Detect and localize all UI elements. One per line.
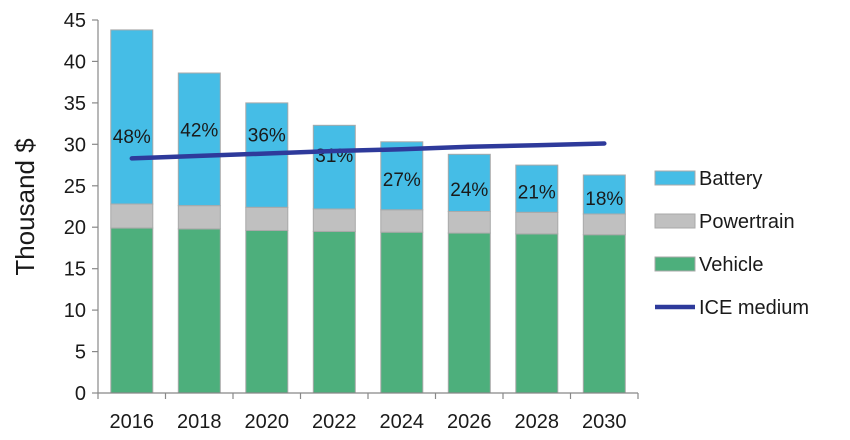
bar-battery-2022	[312, 124, 356, 210]
ice-medium-line	[129, 141, 607, 161]
bar-vehicle-2026	[447, 232, 491, 394]
ice-line-layer	[129, 141, 607, 161]
x-tick-label-2024: 2024	[380, 411, 425, 433]
y-tick-label-40: 40	[64, 51, 86, 73]
bar-vehicle-2018	[177, 228, 221, 394]
y-tick-label-0: 0	[75, 383, 86, 405]
battery-share-label-2028: 21%	[518, 183, 556, 204]
y-axis-label: Thousand $	[10, 138, 40, 276]
legend-label-battery: Battery	[699, 168, 762, 190]
legend: Battery Powertrain Vehicle ICE medium	[654, 168, 809, 319]
bar-battery-2016	[110, 29, 154, 205]
x-tick-label-2016: 2016	[110, 411, 155, 433]
x-tick-label-2030: 2030	[582, 411, 627, 433]
battery-share-label-2018: 42%	[180, 120, 218, 141]
x-tick-label-2028: 2028	[515, 411, 560, 433]
bar-vehicle-2020	[245, 230, 289, 394]
legend-label-ice-medium: ICE medium	[699, 297, 809, 319]
bar-battery-2026	[447, 153, 491, 213]
bar-percent-labels: 48% 42% 36%31%27% 24% 21% 18%	[113, 120, 624, 210]
battery-share-label-2016: 48%	[113, 127, 151, 148]
bar-vehicle-2016	[110, 227, 154, 394]
battery-share-label-2020: 36%	[248, 125, 286, 146]
bar-battery-2024	[380, 141, 424, 211]
bar-powertrain-2028	[515, 211, 559, 235]
y-tick-label-20: 20	[64, 217, 86, 239]
legend-swatch-vehicle	[654, 256, 696, 272]
x-tick-label-2020: 2020	[245, 411, 290, 433]
battery-share-label-2026: 24%	[450, 180, 488, 201]
y-tick-label-15: 15	[64, 259, 86, 281]
bar-powertrain-2026	[447, 211, 491, 234]
bars-layer	[110, 29, 626, 394]
bar-battery-2028	[515, 164, 559, 213]
x-tick-label-2026: 2026	[447, 411, 492, 433]
bar-vehicle-2030	[582, 234, 626, 394]
y-tick-label-10: 10	[64, 300, 86, 322]
y-tick-label-5: 5	[75, 342, 86, 364]
bar-powertrain-2018	[177, 205, 221, 230]
bar-powertrain-2020	[245, 206, 289, 232]
y-tick-label-30: 30	[64, 134, 86, 156]
bar-powertrain-2024	[380, 209, 424, 233]
y-tick-label-35: 35	[64, 93, 86, 115]
legend-label-vehicle: Vehicle	[699, 254, 764, 276]
bar-vehicle-2024	[380, 231, 424, 394]
legend-swatch-battery	[654, 170, 696, 186]
legend-label-powertrain: Powertrain	[699, 211, 795, 233]
axes: 0 5 10 15 20 25 30 35 40 45 2016 2018 2020 2022 2024 20…	[64, 10, 639, 433]
x-tick-label-2018: 2018	[177, 411, 222, 433]
battery-share-label-2024: 27%	[383, 170, 421, 191]
bar-powertrain-2030	[582, 213, 626, 236]
bar-battery-2018	[177, 72, 221, 207]
x-tick-label-2022: 2022	[312, 411, 357, 433]
bar-powertrain-2016	[110, 203, 154, 229]
y-tick-label-25: 25	[64, 176, 86, 198]
bar-powertrain-2022	[312, 208, 356, 232]
bar-vehicle-2028	[515, 233, 559, 394]
y-tick-label-45: 45	[64, 10, 86, 32]
legend-swatch-powertrain	[654, 213, 696, 229]
bar-vehicle-2022	[312, 230, 356, 394]
bar-battery-2030	[582, 174, 626, 215]
battery-share-label-2030: 18%	[585, 189, 623, 210]
